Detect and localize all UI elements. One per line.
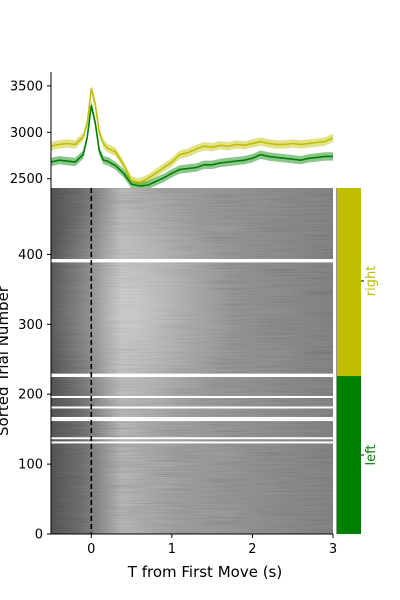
raster-x-tick-label: 2 — [248, 542, 256, 557]
raster-gap-rows — [51, 258, 333, 444]
condition-block-label-right: right — [364, 266, 379, 297]
raster-highlight — [51, 188, 333, 534]
top-y-tick-label: 3000 — [10, 126, 43, 141]
average-trace-panel: 2500 3000 3500 — [10, 72, 333, 188]
raster-y-ticks: 0 100 200 300 400 — [18, 248, 51, 543]
trace-line-left — [51, 105, 333, 187]
trace-line-right — [51, 88, 333, 184]
x-axis-label: T from First Move (s) — [127, 563, 282, 581]
trace-lines — [51, 88, 333, 187]
trace-band-left — [51, 101, 333, 188]
raster-x-tick-label: 1 — [168, 542, 176, 557]
condition-bar: left right — [336, 188, 379, 534]
raster-gap-row — [51, 258, 333, 261]
raster-gap-row — [51, 419, 333, 422]
raster-gap-row — [51, 416, 333, 419]
raster-x-tick-label: 3 — [329, 542, 337, 557]
top-y-ticks: 2500 3000 3500 — [10, 79, 51, 187]
raster-y-tick-label: 300 — [18, 318, 43, 333]
condition-block-label-left: left — [364, 444, 379, 465]
raster-gap-row — [51, 260, 333, 263]
trace-bands — [51, 84, 333, 188]
raster-x-ticks: 0 1 2 3 — [87, 534, 337, 557]
raster-y-tick-label: 400 — [18, 248, 43, 263]
top-y-tick-label: 3500 — [10, 79, 43, 94]
raster-gap-row — [51, 373, 333, 376]
raster-y-tick-label: 100 — [18, 458, 43, 473]
raster-gap-row — [51, 406, 333, 409]
raster-x-tick-label: 0 — [87, 542, 95, 557]
raster-y-tick-label: 0 — [35, 528, 43, 543]
condition-block-left — [337, 376, 361, 534]
raster-gap-row — [51, 375, 333, 378]
condition-block-right — [337, 188, 361, 377]
top-y-tick-label: 2500 — [10, 172, 43, 187]
raster-gap-row — [51, 395, 333, 398]
raster-y-tick-label: 200 — [18, 388, 43, 403]
y-axis-label: Sorted Trial Number — [0, 285, 12, 436]
raster-gap-row — [51, 437, 333, 440]
raster-gap-row — [51, 441, 333, 444]
trial-raster-panel: 0 1 2 3 0 100 200 300 400 T from First Move (s)… — [0, 188, 337, 581]
